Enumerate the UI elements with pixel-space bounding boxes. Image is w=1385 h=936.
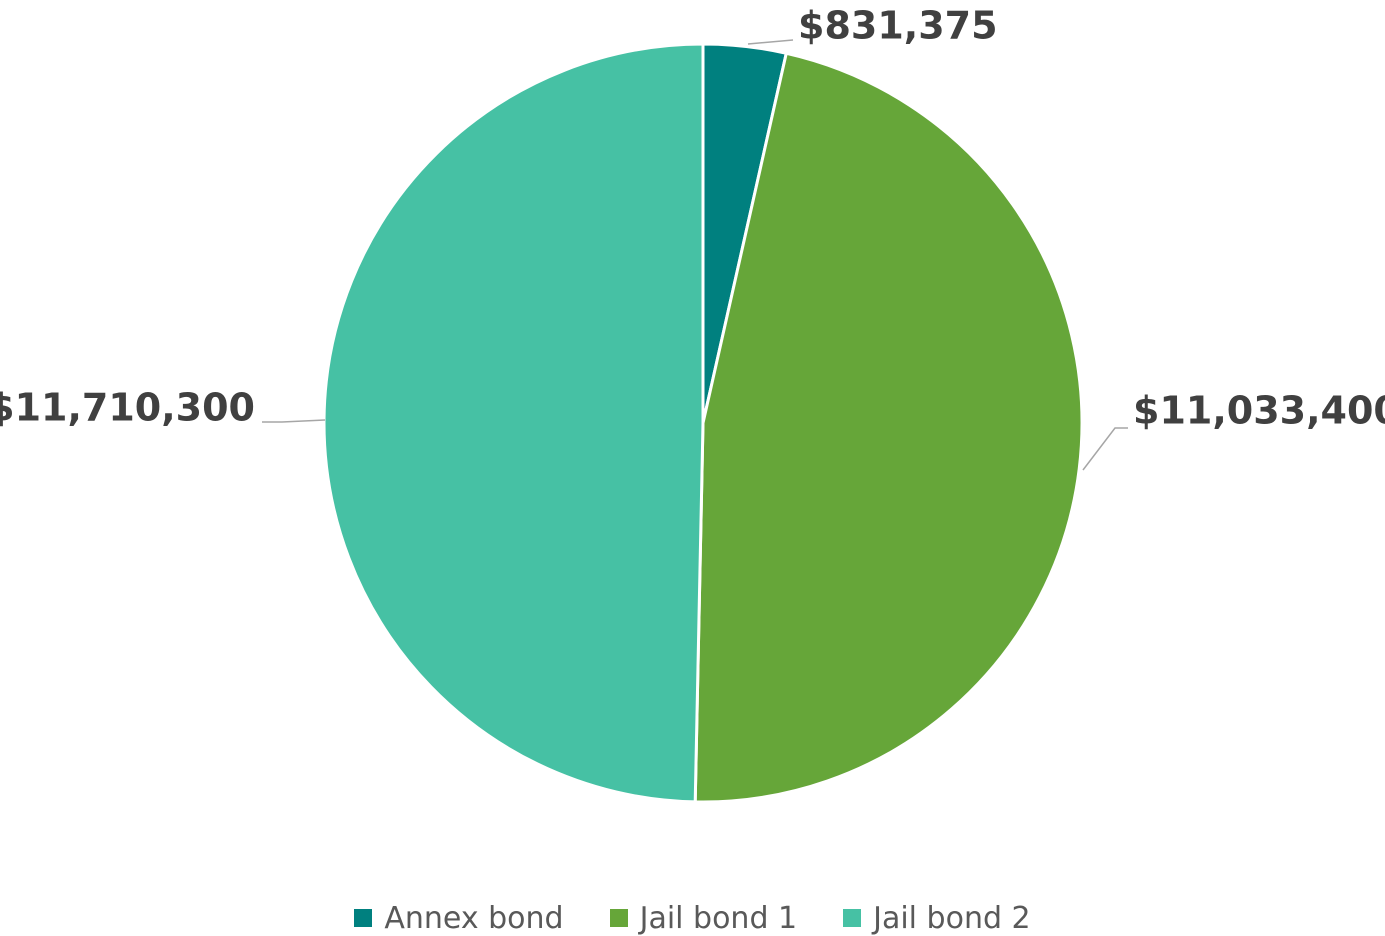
legend-label: Jail bond 2 [873, 900, 1031, 936]
leader-lines [262, 39, 1128, 471]
leader-line-jail-bond-1 [1082, 427, 1128, 471]
data-label-jail-bond-2: $11,710,300 [0, 386, 255, 430]
pie-slice-jail-bond-1 [693, 51, 1084, 804]
legend-swatch [354, 909, 373, 927]
legend-label: Annex bond [384, 900, 564, 936]
legend-label: Jail bond 1 [639, 900, 798, 936]
legend-swatch [843, 909, 862, 927]
pie-slices [322, 42, 1084, 804]
legend-item-annex-bond: Annex bond [354, 900, 564, 936]
data-labels: $831,375 $11,033,400 $11,710,300 [0, 4, 1385, 433]
legend-item-jail-bond-2: Jail bond 2 [843, 901, 1031, 936]
pie-slice-jail-bond-2 [322, 42, 705, 804]
data-label-annex-bond: $831,375 [798, 4, 998, 48]
legend: Annex bond Jail bond 1 Jail bond 2 [0, 900, 1385, 936]
legend-swatch [609, 909, 628, 927]
legend-item-jail-bond-1: Jail bond 1 [609, 900, 798, 936]
data-label-jail-bond-1: $11,033,400 [1133, 389, 1385, 433]
leader-line-jail-bond-2 [262, 419, 326, 423]
leader-line-annex-bond [747, 39, 794, 45]
